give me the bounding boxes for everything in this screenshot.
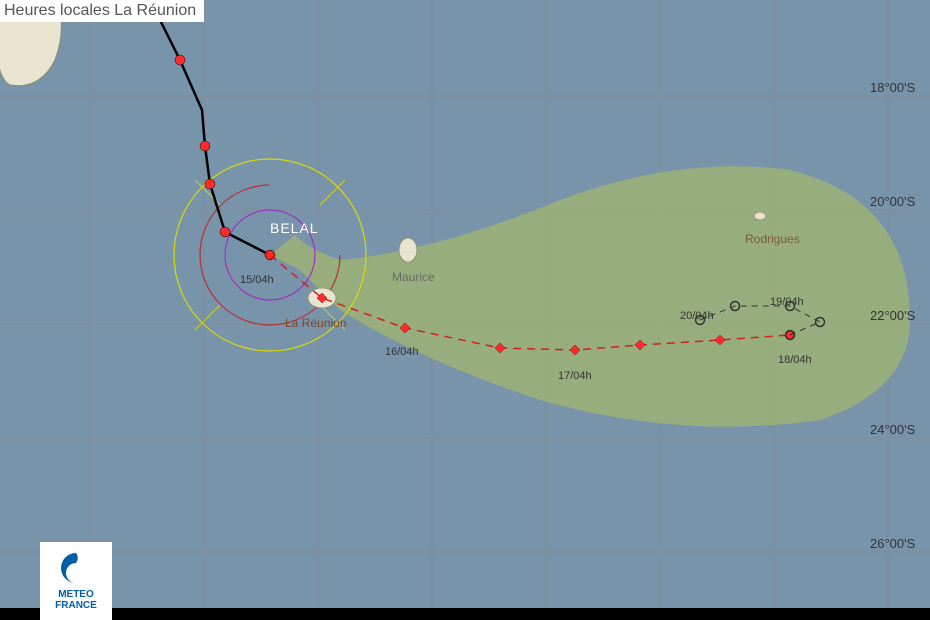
forecast-time: 15/04h bbox=[240, 274, 274, 286]
lat-label: 22°00'S bbox=[870, 308, 915, 323]
forecast-time: 16/04h bbox=[385, 346, 419, 358]
storm-name: BELAL bbox=[270, 220, 319, 236]
forecast-time: 18/04h bbox=[778, 354, 812, 366]
lat-label: 26°00'S bbox=[870, 536, 915, 551]
island-label: La Réunion bbox=[285, 316, 346, 330]
lat-label: 24°00'S bbox=[870, 422, 915, 437]
logo-text: METEO FRANCE bbox=[55, 589, 97, 611]
map-svg bbox=[0, 0, 930, 620]
title-text: Heures locales La Réunion bbox=[4, 2, 196, 19]
meteo-france-logo: METEO FRANCE bbox=[40, 542, 112, 620]
forecast-time: 20/04h bbox=[680, 310, 714, 322]
bottom-border bbox=[0, 608, 930, 620]
island-label: Rodrigues bbox=[745, 232, 800, 246]
lat-label: 18°00'S bbox=[870, 80, 915, 95]
title-box: Heures locales La Réunion bbox=[0, 0, 204, 22]
logo-icon bbox=[59, 551, 93, 585]
cyclone-map: Heures locales La Réunion 18°00'S 20°00'S… bbox=[0, 0, 930, 620]
lat-label: 20°00'S bbox=[870, 194, 915, 209]
forecast-time: 17/04h bbox=[558, 370, 592, 382]
island-label: Maurice bbox=[392, 270, 435, 284]
forecast-time: 19/04h bbox=[770, 296, 804, 308]
